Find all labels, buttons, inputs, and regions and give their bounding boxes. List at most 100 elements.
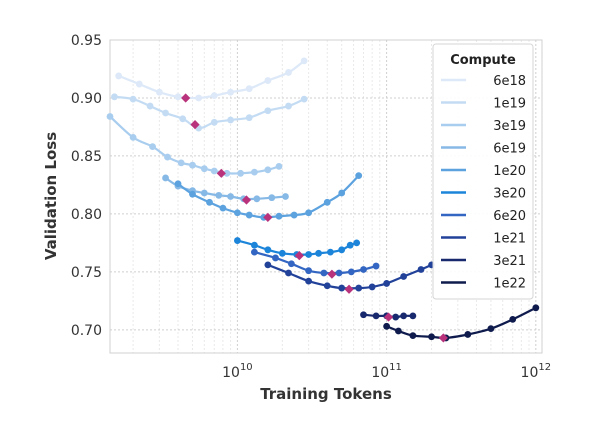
data-point <box>487 325 495 333</box>
data-point <box>251 168 258 176</box>
legend-label: 1e19 <box>493 97 526 112</box>
y-tick-label: 0.80 <box>71 207 102 223</box>
optimum-marker <box>327 269 337 279</box>
optimum-marker <box>383 312 394 322</box>
data-point <box>155 88 163 96</box>
data-point <box>162 174 169 182</box>
legend-item-6e19: 6e19 <box>441 142 526 157</box>
series-1e22 <box>383 304 540 343</box>
data-point <box>111 93 118 101</box>
optimum-marker <box>294 251 304 261</box>
optimum-marker <box>190 120 200 130</box>
legend-title: Compute <box>450 53 516 68</box>
x-tick-label: 1010 <box>222 362 253 381</box>
data-point <box>251 241 258 249</box>
data-point <box>335 269 343 277</box>
series-6e18 <box>115 57 308 103</box>
legend-item-3e21: 3e21 <box>441 254 526 269</box>
data-point <box>200 189 208 197</box>
data-point <box>532 304 540 312</box>
legend-items: 6e18 1e19 3e19 6e19 1e20 3e20 6e20 1e21 3e21 1e22 <box>441 74 526 292</box>
data-point <box>347 268 355 276</box>
data-point <box>223 169 231 177</box>
data-point <box>234 237 241 244</box>
data-point <box>264 77 272 84</box>
data-point <box>264 107 272 115</box>
legend-item-1e19: 1e19 <box>441 97 526 112</box>
data-point <box>290 211 298 219</box>
series-1e19 <box>111 93 308 132</box>
data-point <box>219 204 227 212</box>
data-point <box>200 165 208 173</box>
y-tick-label: 0.75 <box>71 265 102 281</box>
data-point <box>189 190 196 198</box>
data-point <box>272 254 279 262</box>
data-point <box>383 280 391 287</box>
data-point <box>275 212 283 220</box>
legend-label: 6e20 <box>493 209 526 224</box>
data-point <box>275 162 283 170</box>
data-point <box>509 315 517 323</box>
data-point <box>305 277 312 285</box>
data-point <box>400 273 408 280</box>
data-point <box>360 311 367 319</box>
legend-label: 3e19 <box>493 119 526 134</box>
data-point <box>372 312 380 320</box>
series-6e19 <box>162 174 289 205</box>
x-axis-title: Training Tokens <box>260 385 392 403</box>
data-point <box>164 153 171 161</box>
data-point <box>206 198 213 206</box>
data-point <box>146 102 154 110</box>
data-point <box>268 194 276 202</box>
data-point <box>174 180 182 188</box>
legend-label: 3e21 <box>493 254 526 269</box>
data-point <box>162 109 169 117</box>
data-point <box>346 241 354 249</box>
legend-label: 6e18 <box>493 74 526 89</box>
data-point <box>264 261 272 269</box>
data-point <box>177 159 185 167</box>
data-point <box>210 118 218 126</box>
data-point <box>323 282 331 290</box>
legend-item-6e18: 6e18 <box>441 74 526 89</box>
series-1e21 <box>264 261 435 294</box>
data-point <box>409 312 417 320</box>
data-point <box>464 331 472 338</box>
series-3e20 <box>234 237 361 261</box>
data-point <box>428 333 435 341</box>
data-point <box>210 167 218 175</box>
data-point <box>227 193 234 200</box>
legend-item-1e21: 1e21 <box>441 232 526 247</box>
data-point <box>338 246 346 254</box>
data-point <box>253 195 261 203</box>
data-point <box>129 95 137 103</box>
data-point <box>323 198 331 206</box>
data-point <box>287 260 295 268</box>
data-point <box>210 92 218 100</box>
legend-item-1e20: 1e20 <box>441 164 526 179</box>
x-tick-label: 1011 <box>371 362 402 381</box>
data-point <box>305 267 312 275</box>
data-point <box>285 269 292 277</box>
data-point <box>245 211 253 219</box>
data-point <box>383 322 391 330</box>
data-point <box>285 102 292 110</box>
optimum-marker <box>263 212 273 222</box>
data-point <box>245 114 253 122</box>
y-tick-label: 0.90 <box>71 91 102 107</box>
legend-label: 1e22 <box>493 277 526 292</box>
data-point <box>305 251 312 258</box>
data-point <box>305 209 312 217</box>
data-point <box>227 116 234 124</box>
legend-item-6e20: 6e20 <box>441 209 526 224</box>
legend-label: 1e20 <box>493 164 526 179</box>
legend-item-3e19: 3e19 <box>441 119 526 134</box>
fit-curve-1e22 <box>385 306 537 340</box>
data-point <box>282 193 289 200</box>
optimum-marker <box>438 333 448 343</box>
legend-label: 6e19 <box>493 142 526 157</box>
legend: Compute 6e18 1e19 3e19 6e19 1e20 3e20 6e20 1e21… <box>432 43 534 300</box>
optimum-marker <box>241 195 252 205</box>
data-point <box>320 269 328 277</box>
data-point <box>115 72 123 80</box>
